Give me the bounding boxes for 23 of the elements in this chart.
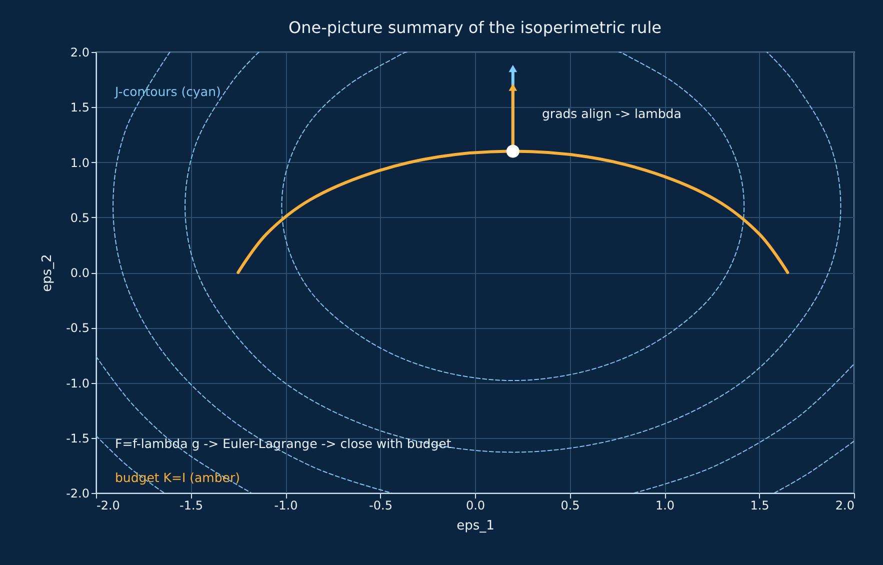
x-axis-title: eps_1	[456, 518, 494, 534]
x-tick-label: 0.5	[560, 498, 580, 512]
y-tick-label: 1.5	[70, 100, 90, 115]
x-tick-label: -1.0	[274, 498, 298, 512]
x-tick-label: 1.5	[750, 498, 770, 512]
annotation: J-contours (cyan)	[114, 84, 221, 99]
y-tick-label: -1.5	[66, 431, 90, 446]
y-tick-label: 2.0	[70, 46, 90, 60]
x-tick-label: 1.0	[655, 498, 675, 512]
x-tick-label: -1.5	[180, 498, 203, 512]
x-tick-label: -2.0	[96, 498, 120, 512]
x-tick-label: 2.0	[835, 498, 854, 512]
y-tick-label: -0.5	[66, 321, 90, 336]
y-tick-label: -2.0	[66, 486, 90, 500]
y-tick-label: 0.5	[70, 210, 90, 225]
chart-title: One-picture summary of the isoperimetric rule	[288, 18, 662, 37]
y-tick-label: -1.0	[66, 376, 90, 390]
y-tick-label: 1.0	[70, 156, 90, 170]
y-tick-label: 0.0	[70, 266, 90, 280]
y-axis-title: eps_2	[40, 254, 56, 292]
x-tick-label: 0.0	[466, 498, 486, 512]
x-tick-label: -0.5	[369, 498, 392, 512]
annotation: grads align -> lambda	[542, 106, 682, 121]
